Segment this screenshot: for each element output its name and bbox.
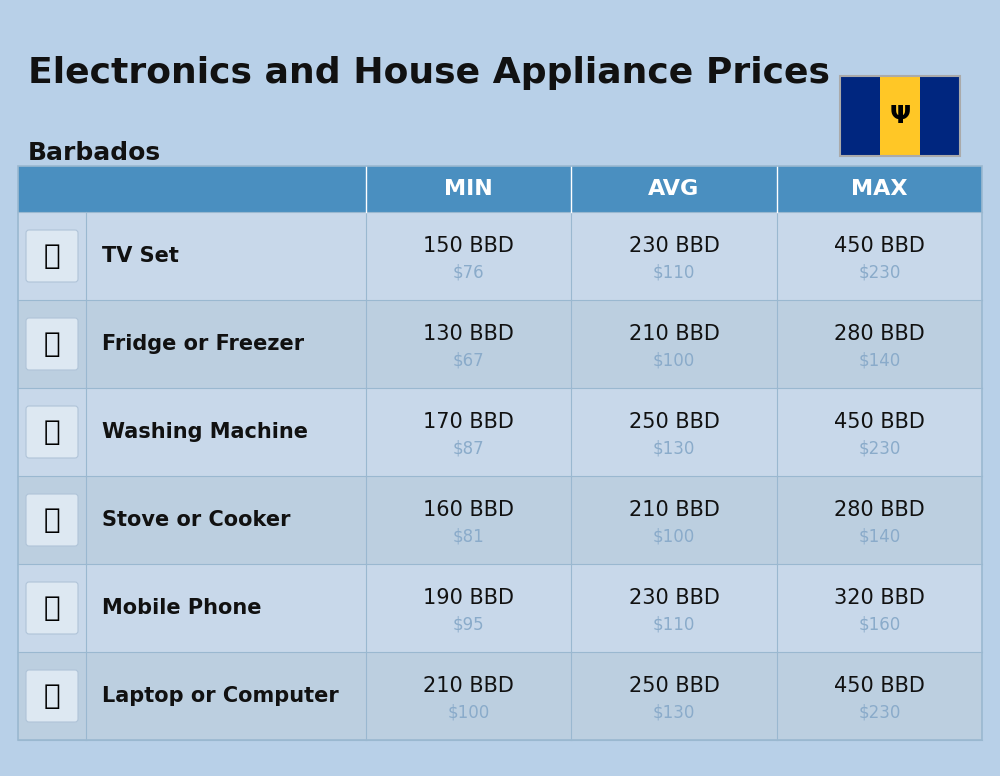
Bar xyxy=(920,76,960,156)
Text: MAX: MAX xyxy=(851,179,908,199)
Bar xyxy=(18,388,982,476)
Text: 450 BBD: 450 BBD xyxy=(834,236,925,256)
Text: Stove or Cooker: Stove or Cooker xyxy=(102,510,290,530)
Text: 130 BBD: 130 BBD xyxy=(423,324,514,344)
Text: 280 BBD: 280 BBD xyxy=(834,324,925,344)
Bar xyxy=(18,300,982,388)
Text: TV Set: TV Set xyxy=(102,246,179,266)
Text: $230: $230 xyxy=(858,439,901,457)
Text: $81: $81 xyxy=(453,527,485,545)
Text: Washing Machine: Washing Machine xyxy=(102,422,308,442)
Text: Fridge or Freezer: Fridge or Freezer xyxy=(102,334,304,354)
Text: Ψ: Ψ xyxy=(889,104,911,128)
Text: 230 BBD: 230 BBD xyxy=(629,588,719,608)
FancyBboxPatch shape xyxy=(26,318,78,370)
Bar xyxy=(18,166,982,212)
Text: Laptop or Computer: Laptop or Computer xyxy=(102,686,339,706)
Text: 210 BBD: 210 BBD xyxy=(629,324,719,344)
Bar xyxy=(840,76,960,156)
Text: $140: $140 xyxy=(858,527,900,545)
Text: $100: $100 xyxy=(448,703,490,721)
Text: 210 BBD: 210 BBD xyxy=(423,676,514,696)
FancyBboxPatch shape xyxy=(26,494,78,546)
Text: $67: $67 xyxy=(453,351,484,369)
Text: $110: $110 xyxy=(653,615,695,633)
Text: AVG: AVG xyxy=(648,179,700,199)
Text: $140: $140 xyxy=(858,351,900,369)
Text: 250 BBD: 250 BBD xyxy=(629,676,719,696)
Text: 450 BBD: 450 BBD xyxy=(834,412,925,432)
Text: 210 BBD: 210 BBD xyxy=(629,500,719,520)
Text: 📺: 📺 xyxy=(44,242,60,270)
Bar xyxy=(18,564,982,652)
Text: $95: $95 xyxy=(453,615,484,633)
FancyBboxPatch shape xyxy=(26,230,78,282)
Text: MIN: MIN xyxy=(444,179,493,199)
Text: $130: $130 xyxy=(653,439,695,457)
Bar xyxy=(18,652,982,740)
Bar xyxy=(18,212,982,300)
Text: $87: $87 xyxy=(453,439,484,457)
Text: 250 BBD: 250 BBD xyxy=(629,412,719,432)
FancyBboxPatch shape xyxy=(26,670,78,722)
Bar xyxy=(840,76,880,156)
Text: $100: $100 xyxy=(653,527,695,545)
Text: 450 BBD: 450 BBD xyxy=(834,676,925,696)
Text: 🍳: 🍳 xyxy=(44,506,60,534)
FancyBboxPatch shape xyxy=(26,406,78,458)
Text: 🧺: 🧺 xyxy=(44,418,60,446)
Text: 170 BBD: 170 BBD xyxy=(423,412,514,432)
Text: 📱: 📱 xyxy=(44,594,60,622)
Text: 320 BBD: 320 BBD xyxy=(834,588,925,608)
FancyBboxPatch shape xyxy=(26,582,78,634)
Text: Electronics and House Appliance Prices: Electronics and House Appliance Prices xyxy=(28,56,830,90)
Bar xyxy=(18,476,982,564)
Text: Barbados: Barbados xyxy=(28,141,161,165)
Text: 🧊: 🧊 xyxy=(44,330,60,358)
Text: $76: $76 xyxy=(453,263,484,281)
Text: Mobile Phone: Mobile Phone xyxy=(102,598,262,618)
Text: 150 BBD: 150 BBD xyxy=(423,236,514,256)
Text: 280 BBD: 280 BBD xyxy=(834,500,925,520)
Text: 190 BBD: 190 BBD xyxy=(423,588,514,608)
Text: 160 BBD: 160 BBD xyxy=(423,500,514,520)
Text: $100: $100 xyxy=(653,351,695,369)
Bar xyxy=(880,76,920,156)
Text: $130: $130 xyxy=(653,703,695,721)
Text: 230 BBD: 230 BBD xyxy=(629,236,719,256)
Text: $110: $110 xyxy=(653,263,695,281)
Text: $230: $230 xyxy=(858,703,901,721)
Text: 💻: 💻 xyxy=(44,682,60,710)
Text: $230: $230 xyxy=(858,263,901,281)
Bar xyxy=(18,166,982,740)
Text: $160: $160 xyxy=(858,615,900,633)
